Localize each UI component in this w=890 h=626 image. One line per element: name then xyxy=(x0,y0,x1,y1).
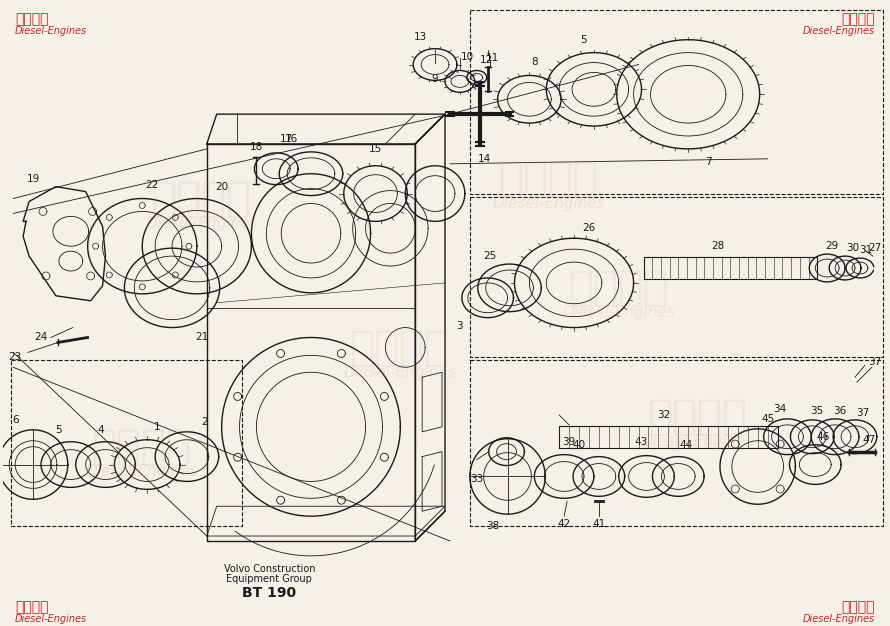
Text: 37: 37 xyxy=(868,357,881,367)
Text: Diesel-Engines: Diesel-Engines xyxy=(803,26,875,36)
Text: Diesel-Engines: Diesel-Engines xyxy=(642,434,755,449)
Text: 25: 25 xyxy=(483,251,497,261)
Text: 42: 42 xyxy=(557,519,570,529)
Text: 柴发动力: 柴发动力 xyxy=(152,178,252,220)
Text: 7: 7 xyxy=(705,156,711,167)
Text: 16: 16 xyxy=(285,134,298,144)
Text: Equipment Group: Equipment Group xyxy=(226,574,312,583)
Text: Diesel-Engines: Diesel-Engines xyxy=(493,196,605,211)
Text: 29: 29 xyxy=(826,241,838,251)
Text: 柴发动力: 柴发动力 xyxy=(15,12,49,26)
Text: 36: 36 xyxy=(833,406,846,416)
Text: 20: 20 xyxy=(215,182,228,192)
Text: 柴发动力: 柴发动力 xyxy=(15,600,49,615)
Text: Diesel-Engines: Diesel-Engines xyxy=(344,365,457,380)
Text: 11: 11 xyxy=(486,53,499,63)
Text: 30: 30 xyxy=(846,243,860,253)
Text: Diesel-Engines: Diesel-Engines xyxy=(15,26,87,36)
Text: 柴发动力: 柴发动力 xyxy=(648,396,748,438)
Text: 18: 18 xyxy=(250,142,263,152)
Text: 8: 8 xyxy=(531,56,538,66)
Text: 45: 45 xyxy=(761,414,774,424)
Text: 1: 1 xyxy=(154,422,160,432)
Text: Diesel-Engines: Diesel-Engines xyxy=(562,305,675,320)
Text: 4: 4 xyxy=(97,425,104,435)
Text: 柴发动力: 柴发动力 xyxy=(351,326,450,369)
Text: 39: 39 xyxy=(562,437,576,447)
Text: 28: 28 xyxy=(711,241,724,251)
Text: 35: 35 xyxy=(811,406,824,416)
Text: 23: 23 xyxy=(9,352,22,362)
Text: 44: 44 xyxy=(680,439,692,449)
Text: 21: 21 xyxy=(195,332,208,342)
Text: 47: 47 xyxy=(862,434,876,444)
Text: 3: 3 xyxy=(457,321,463,331)
Text: 柴发动力: 柴发动力 xyxy=(93,426,192,468)
Text: 17: 17 xyxy=(279,134,293,144)
Text: 27: 27 xyxy=(868,243,881,253)
Text: 2: 2 xyxy=(201,417,208,427)
Text: 柴发动力: 柴发动力 xyxy=(841,600,875,615)
Text: 柴发动力: 柴发动力 xyxy=(499,158,599,200)
Text: 38: 38 xyxy=(486,521,499,531)
Text: 34: 34 xyxy=(773,404,786,414)
Text: Diesel-Engines: Diesel-Engines xyxy=(803,615,875,625)
Text: 41: 41 xyxy=(592,519,605,529)
Text: 13: 13 xyxy=(414,32,427,42)
Text: 9: 9 xyxy=(432,74,439,85)
Text: BT 190: BT 190 xyxy=(242,586,296,600)
Text: 33: 33 xyxy=(470,475,483,485)
Text: 柴发动力: 柴发动力 xyxy=(841,12,875,26)
Text: 15: 15 xyxy=(368,144,382,154)
Text: 5: 5 xyxy=(580,34,587,44)
Text: 12: 12 xyxy=(480,54,493,64)
Text: 5: 5 xyxy=(55,425,62,435)
Text: 24: 24 xyxy=(35,332,48,342)
Text: Volvo Construction: Volvo Construction xyxy=(223,564,315,574)
Text: Diesel-Engines: Diesel-Engines xyxy=(15,615,87,625)
Text: 31: 31 xyxy=(859,245,872,255)
Text: 37: 37 xyxy=(856,408,870,418)
Text: 10: 10 xyxy=(461,51,474,61)
Text: 6: 6 xyxy=(12,415,19,425)
Text: 40: 40 xyxy=(572,439,586,449)
Text: 22: 22 xyxy=(146,180,158,190)
Text: 46: 46 xyxy=(816,432,829,442)
Text: 柴发动力: 柴发动力 xyxy=(569,267,668,309)
Text: 32: 32 xyxy=(657,410,670,420)
Text: Diesel-Engines: Diesel-Engines xyxy=(86,464,198,479)
Text: 43: 43 xyxy=(635,437,648,447)
Text: 26: 26 xyxy=(582,223,595,233)
Text: 19: 19 xyxy=(27,173,40,183)
Text: Diesel-Engines: Diesel-Engines xyxy=(145,216,258,231)
Text: 14: 14 xyxy=(478,154,491,164)
